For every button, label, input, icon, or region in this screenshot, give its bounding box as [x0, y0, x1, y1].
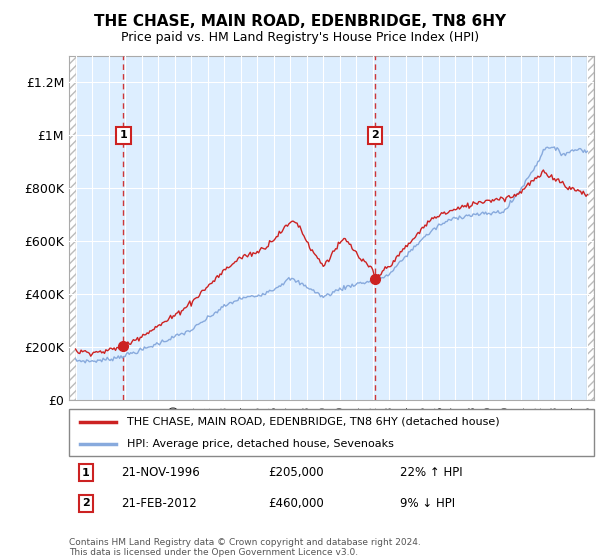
Text: 9% ↓ HPI: 9% ↓ HPI — [400, 497, 455, 510]
Text: 21-NOV-1996: 21-NOV-1996 — [121, 466, 200, 479]
FancyBboxPatch shape — [69, 409, 594, 456]
Polygon shape — [587, 56, 594, 400]
Text: Contains HM Land Registry data © Crown copyright and database right 2024.
This d: Contains HM Land Registry data © Crown c… — [69, 538, 421, 557]
Text: 22% ↑ HPI: 22% ↑ HPI — [400, 466, 463, 479]
Text: 1: 1 — [82, 468, 90, 478]
Text: £205,000: £205,000 — [269, 466, 324, 479]
Text: 2: 2 — [82, 498, 90, 508]
Polygon shape — [69, 56, 76, 400]
Text: 1: 1 — [119, 130, 127, 141]
Text: THE CHASE, MAIN ROAD, EDENBRIDGE, TN8 6HY: THE CHASE, MAIN ROAD, EDENBRIDGE, TN8 6H… — [94, 14, 506, 29]
Text: THE CHASE, MAIN ROAD, EDENBRIDGE, TN8 6HY (detached house): THE CHASE, MAIN ROAD, EDENBRIDGE, TN8 6H… — [127, 417, 499, 427]
Text: 2: 2 — [371, 130, 379, 141]
Text: £460,000: £460,000 — [269, 497, 324, 510]
Text: 21-FEB-2012: 21-FEB-2012 — [121, 497, 197, 510]
Text: Price paid vs. HM Land Registry's House Price Index (HPI): Price paid vs. HM Land Registry's House … — [121, 31, 479, 44]
Text: HPI: Average price, detached house, Sevenoaks: HPI: Average price, detached house, Seve… — [127, 438, 394, 449]
